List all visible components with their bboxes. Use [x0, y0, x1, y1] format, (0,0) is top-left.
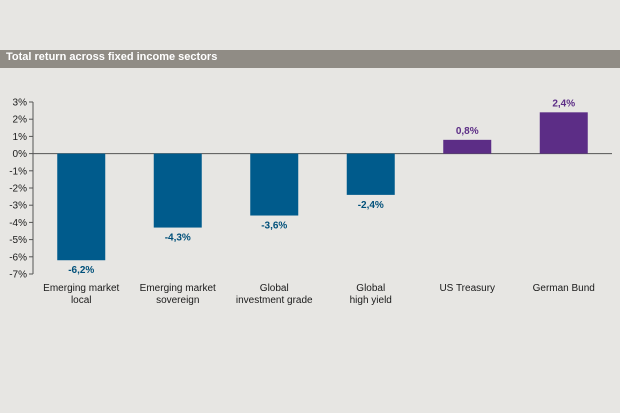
bar	[57, 153, 106, 261]
category-label: US Treasury	[439, 283, 495, 294]
category-label: Emerging market	[140, 283, 216, 294]
category-label: local	[71, 295, 92, 306]
y-tick-label: -3%	[9, 201, 27, 212]
category-label: Global	[260, 283, 289, 294]
data-label: 0,8%	[456, 126, 479, 137]
data-label: -6,2%	[68, 265, 94, 276]
category-label: Global	[356, 283, 385, 294]
y-tick-label: -7%	[9, 270, 27, 281]
y-tick-label: -2%	[9, 184, 27, 195]
chart-title: Total return across fixed income sectors	[6, 51, 218, 63]
data-label: -2,4%	[358, 200, 384, 211]
data-label: -3,6%	[261, 221, 287, 232]
y-tick-label: 2%	[13, 115, 28, 126]
y-tick-label: 3%	[13, 98, 28, 109]
chart-bars	[57, 112, 588, 261]
bar	[539, 112, 588, 154]
y-tick-label: -6%	[9, 252, 27, 263]
bar	[250, 153, 299, 216]
data-label: 2,4%	[552, 98, 575, 109]
category-label: investment grade	[236, 295, 313, 306]
y-tick-label: 0%	[13, 149, 28, 160]
category-label: high yield	[350, 295, 392, 306]
y-tick-label: 1%	[13, 132, 28, 143]
bar	[443, 139, 492, 154]
y-tick-label: -5%	[9, 235, 27, 246]
chart-title-bar: Total return across fixed income sectors	[0, 50, 620, 68]
bar	[346, 153, 395, 195]
chart-axes: 3% 2% 1% 0% -1% -2% -3% -4% -5% -6% -7%	[9, 98, 612, 281]
data-label: -4,3%	[165, 233, 191, 244]
category-label: German Bund	[533, 283, 595, 294]
y-tick-label: -1%	[9, 166, 27, 177]
y-tick-label: -4%	[9, 218, 27, 229]
category-label: sovereign	[156, 295, 199, 306]
bar	[153, 153, 202, 228]
category-label: Emerging market	[43, 283, 119, 294]
